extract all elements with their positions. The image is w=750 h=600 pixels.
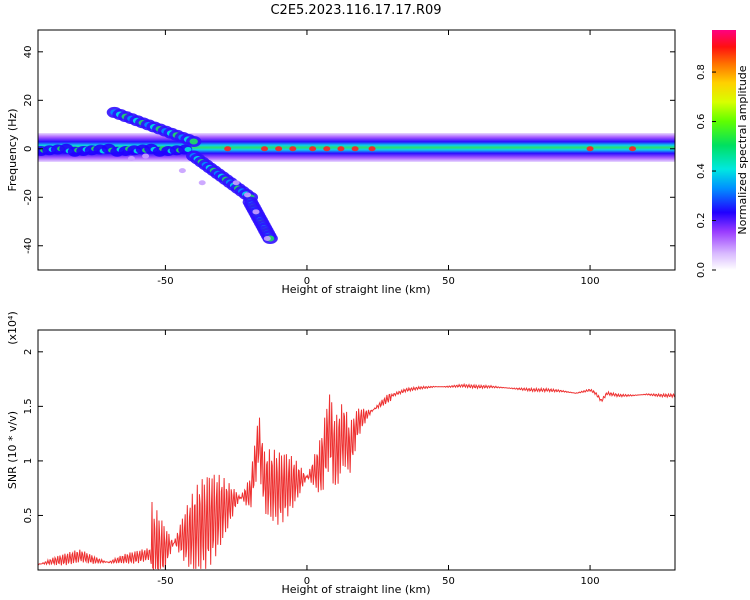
hot-spot	[260, 146, 268, 152]
y-tick-label: 2	[23, 349, 34, 355]
x-tick-label: 100	[581, 576, 600, 587]
hot-spot	[275, 146, 283, 152]
hot-spot	[629, 146, 637, 152]
x-tick-label: -50	[157, 576, 173, 587]
snr-y-axis: 0.5 1 1.5 2	[23, 349, 675, 524]
x-tick-label: 0	[304, 276, 310, 287]
colorbar-tick-label: 0.6	[696, 114, 707, 130]
hot-spot	[309, 146, 317, 152]
y-tick-label: 40	[23, 45, 34, 58]
branch-core	[189, 138, 198, 145]
band-noise-core	[184, 147, 192, 153]
faint-dot	[127, 155, 135, 161]
x-tick-label: -50	[157, 276, 173, 287]
snr-x-label: Height of straight line (km)	[281, 583, 430, 596]
snr-x-axis: -50 0 50 100	[157, 330, 600, 587]
spectrogram-panel: -50 0 50 100 -40 -20 0 20 40 Height of straight…	[6, 29, 676, 296]
hot-spot	[368, 146, 376, 152]
x-tick-label: 50	[442, 276, 455, 287]
spectrogram-features	[38, 106, 637, 244]
snr-panel: -50 0 50 100 0.5 1 1.5 2 Height of straight li…	[6, 311, 676, 596]
faint-dot	[232, 180, 240, 186]
faint-dot	[142, 153, 150, 159]
x-tick-label: 0	[304, 576, 310, 587]
colorbar-gradient	[712, 30, 736, 270]
faint-dot	[263, 235, 271, 241]
y-tick-label: -40	[23, 238, 34, 254]
y-tick-label: 0.5	[23, 508, 34, 524]
snr-series-line	[38, 382, 675, 570]
hot-spot	[224, 146, 232, 152]
figure-title: C2E5.2023.116.17.17.R09	[270, 3, 441, 18]
y-tick-label: 1	[23, 458, 34, 464]
faint-dot	[244, 192, 252, 198]
snr-frame	[37, 329, 676, 571]
colorbar-tick-label: 0.8	[696, 64, 707, 80]
spectrogram-y-label: Frequency (Hz)	[6, 109, 19, 192]
x-tick-label: 50	[442, 576, 455, 587]
colorbar-ticks: 0.0 0.2 0.4 0.6 0.8	[696, 64, 716, 278]
snr-y-label: SNR (10 * v/v)	[6, 411, 19, 489]
hot-spot	[586, 146, 594, 152]
spectrogram-y-axis: -40 -20 0 20 40	[23, 45, 675, 254]
faint-dot	[198, 180, 206, 186]
colorbar-tick-label: 0.0	[696, 262, 707, 278]
colorbar: 0.0 0.2 0.4 0.6 0.8 Normalized spectral ampl…	[696, 30, 749, 278]
hot-spot	[289, 146, 297, 152]
spectrogram-x-label: Height of straight line (km)	[281, 283, 430, 296]
snr-y-multiplier: (x10⁴)	[6, 311, 19, 345]
y-tick-label: 20	[23, 94, 34, 107]
spectrogram-x-axis: -50 0 50 100	[157, 30, 600, 287]
y-tick-label: 1.5	[23, 398, 34, 414]
x-tick-label: 100	[581, 276, 600, 287]
colorbar-tick-label: 0.2	[696, 213, 707, 229]
hot-spot	[351, 146, 359, 152]
hot-spot	[337, 146, 345, 152]
spectrogram-image	[38, 106, 675, 244]
colorbar-label: Normalized spectral amplitude	[736, 65, 749, 234]
y-tick-label: -20	[23, 189, 34, 205]
faint-dot	[252, 209, 260, 215]
faint-dot	[178, 168, 186, 174]
hot-spot	[323, 146, 331, 152]
spectrogram-frame	[37, 29, 676, 271]
y-tick-label: 0	[23, 146, 34, 152]
colorbar-tick-label: 0.4	[696, 163, 707, 179]
